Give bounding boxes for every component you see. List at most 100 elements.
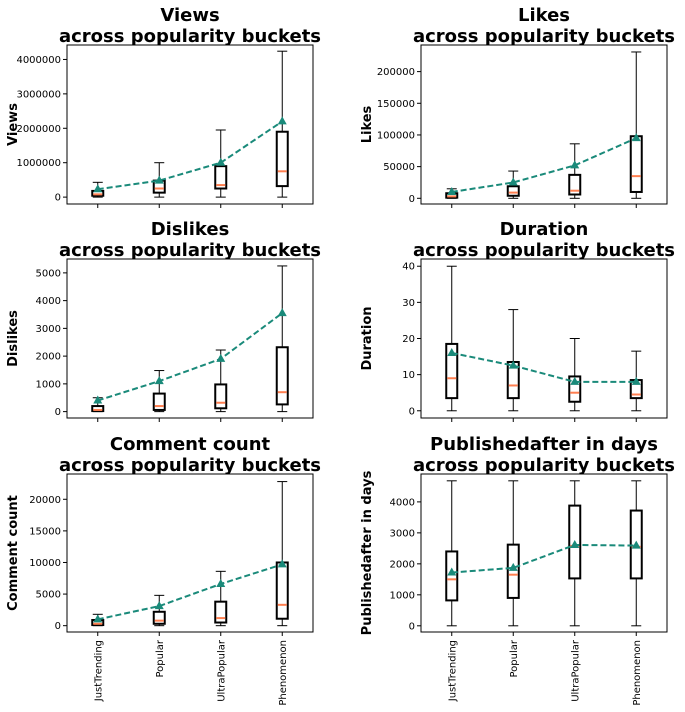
plot-frame xyxy=(420,44,668,205)
box-iqr xyxy=(445,550,459,602)
box-Popular xyxy=(506,480,520,627)
y-tick-label: 0 xyxy=(55,193,61,204)
mean-line xyxy=(451,137,637,193)
mean-marker xyxy=(447,567,457,576)
plot-frame xyxy=(66,44,314,205)
y-tick-label: 0 xyxy=(55,621,61,632)
y-tick-label: 3000000 xyxy=(16,89,61,100)
y-tick-label: 0 xyxy=(55,407,61,418)
mean-marker xyxy=(154,376,164,385)
mean-marker xyxy=(570,539,580,548)
mean-marker xyxy=(154,601,164,610)
x-tick-label: JustTrending xyxy=(93,640,104,702)
plot-frame xyxy=(66,258,314,419)
box-iqr xyxy=(275,561,289,620)
mean-marker xyxy=(93,184,103,193)
box-iqr xyxy=(91,405,105,413)
x-tick-label: UltraPopular xyxy=(570,639,581,702)
mean-line xyxy=(451,543,637,574)
y-tick-label: 5000 xyxy=(36,268,61,279)
box-iqr xyxy=(568,375,582,403)
chart-title: Views across popularity buckets xyxy=(59,5,321,47)
box-Phenomenon xyxy=(629,51,643,199)
mean-marker xyxy=(631,540,641,549)
chart-panel-3: Dislikes across popularity bucketsDislike… xyxy=(6,219,321,422)
box-UltraPopular xyxy=(568,338,582,412)
x-tick-label: Phenomenon xyxy=(632,640,643,706)
y-tick-label: 20000 xyxy=(29,495,61,506)
chart-title-line-1: Views xyxy=(160,5,219,26)
box-iqr xyxy=(506,543,520,599)
y-axis-label: Dislikes xyxy=(6,310,21,367)
chart-title-line-2: across popularity buckets xyxy=(413,455,675,476)
chart-title: Duration across popularity buckets xyxy=(413,219,675,261)
y-tick-label: 2000000 xyxy=(16,124,61,135)
x-tick-label: Popular xyxy=(155,639,166,677)
y-tick-label: 5000 xyxy=(36,590,61,601)
box-Phenomenon xyxy=(275,265,289,413)
box-iqr xyxy=(568,504,582,580)
y-tick-label: 2000 xyxy=(390,559,415,570)
y-tick-label: 4000 xyxy=(390,497,415,508)
x-tick-label: Phenomenon xyxy=(278,640,289,706)
chart-title: Publishedafter in days across popularity … xyxy=(413,434,675,476)
plot-frame xyxy=(66,473,314,633)
chart-title: Likes across popularity buckets xyxy=(413,5,675,47)
chart-panel-6: Publishedafter in days across popularity … xyxy=(360,434,675,706)
chart-title-line-1: Comment count xyxy=(110,434,271,455)
mean-line xyxy=(97,563,283,621)
mean-marker xyxy=(508,360,518,369)
box-iqr xyxy=(445,342,459,400)
y-tick-label: 150000 xyxy=(377,99,415,110)
chart-title-line-1: Publishedafter in days xyxy=(430,434,658,455)
chart-title-line-1: Dislikes xyxy=(151,219,230,240)
plot-frame xyxy=(420,473,668,633)
box-iqr xyxy=(214,165,228,190)
chart-panel-5: Comment count across popularity bucketsCo… xyxy=(6,434,321,706)
x-tick-label: JustTrending xyxy=(447,640,458,702)
box-iqr xyxy=(152,610,166,625)
box-Popular xyxy=(152,594,166,627)
chart-title-line-2: across popularity buckets xyxy=(413,26,675,47)
box-iqr xyxy=(275,346,289,406)
y-tick-label: 3000 xyxy=(390,528,415,539)
box-Phenomenon xyxy=(629,350,643,412)
mean-marker xyxy=(631,376,641,385)
x-tick-label: UltraPopular xyxy=(216,639,227,702)
mean-line xyxy=(97,312,283,402)
box-iqr xyxy=(214,600,228,624)
box-iqr xyxy=(629,135,643,193)
mean-marker xyxy=(277,308,287,317)
mean-line xyxy=(97,120,283,191)
mean-marker xyxy=(570,160,580,169)
y-tick-label: 30 xyxy=(402,298,415,309)
y-tick-label: 4000000 xyxy=(16,55,61,66)
mean-marker xyxy=(93,614,103,623)
chart-title-line-2: across popularity buckets xyxy=(59,240,321,261)
chart-title-line-2: across popularity buckets xyxy=(413,240,675,261)
y-tick-label: 10 xyxy=(402,370,415,381)
y-axis-label: Duration xyxy=(360,306,375,370)
y-tick-label: 15000 xyxy=(29,526,61,537)
box-UltraPopular xyxy=(214,570,228,627)
box-iqr xyxy=(152,392,166,411)
box-UltraPopular xyxy=(568,143,582,199)
y-tick-label: 200000 xyxy=(377,67,415,78)
y-tick-label: 20 xyxy=(402,334,415,345)
mean-marker xyxy=(277,559,287,568)
chart-title: Dislikes across popularity buckets xyxy=(59,219,321,261)
box-iqr xyxy=(214,383,228,410)
mean-marker xyxy=(216,157,226,166)
y-tick-label: 1000000 xyxy=(16,158,61,169)
mean-marker xyxy=(508,562,518,571)
chart-title-line-1: Likes xyxy=(518,5,570,26)
mean-marker xyxy=(631,133,641,142)
y-tick-label: 2000 xyxy=(36,352,61,363)
box-Popular xyxy=(506,309,520,412)
chart-title-line-2: across popularity buckets xyxy=(59,26,321,47)
chart-panel-4: Duration across popularity bucketsDuratio… xyxy=(360,219,675,422)
y-tick-label: 1000 xyxy=(36,379,61,390)
y-tick-label: 50000 xyxy=(383,162,415,173)
